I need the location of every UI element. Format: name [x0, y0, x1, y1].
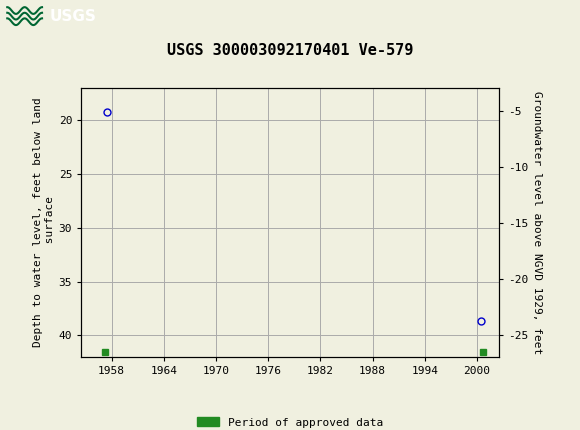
Legend: Period of approved data: Period of approved data: [193, 413, 387, 430]
Text: USGS: USGS: [49, 9, 96, 24]
Y-axis label: Depth to water level, feet below land
 surface: Depth to water level, feet below land su…: [33, 98, 55, 347]
Y-axis label: Groundwater level above NGVD 1929, feet: Groundwater level above NGVD 1929, feet: [532, 91, 542, 354]
Text: USGS 300003092170401 Ve-579: USGS 300003092170401 Ve-579: [167, 43, 413, 58]
